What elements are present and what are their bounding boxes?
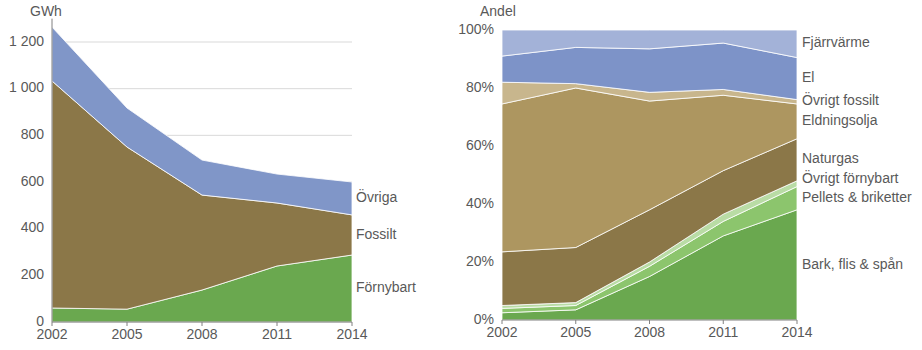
y-tick-label: 800	[21, 126, 45, 142]
areas	[52, 27, 352, 322]
x-tick-label: 2005	[560, 324, 591, 340]
y-tick-label: 400	[21, 219, 45, 235]
y-tick-label: 1 200	[9, 33, 44, 49]
x-tick-label: 2011	[262, 326, 292, 342]
y-tick-label: 20%	[466, 253, 494, 269]
grid-line	[52, 42, 352, 43]
series-label: Eldningsolja	[802, 112, 878, 128]
figure: 02004006008001 0001 20020022005200820112…	[0, 0, 922, 350]
y-tick-label: 40%	[466, 195, 494, 211]
series-label: Övriga	[356, 188, 397, 205]
x-tick-label: 2008	[634, 324, 665, 340]
series-label: Fossilt	[356, 226, 397, 242]
series-label: Övrigt förnybart	[802, 169, 899, 186]
x-tick-label: 2005	[111, 326, 142, 342]
y-axis-label: Andel	[480, 3, 516, 19]
x-tick-label: 2014	[781, 324, 812, 340]
area	[502, 30, 797, 58]
series-label: El	[802, 69, 814, 85]
y-tick-label: 1 000	[9, 79, 44, 95]
x-tick-label: 2011	[708, 324, 738, 340]
series-label: Naturgas	[802, 150, 859, 166]
series-label: Bark, flis & spån	[802, 256, 903, 272]
y-tick-label: 600	[21, 173, 45, 189]
x-tick-label: 2008	[186, 326, 217, 342]
y-tick-label: 80%	[466, 79, 494, 95]
areas	[502, 30, 797, 320]
chart: 02004006008001 0001 20020022005200820112…	[9, 3, 416, 342]
series-label: Fjärrvärme	[802, 34, 870, 50]
area	[502, 88, 797, 252]
y-tick-label: 60%	[466, 137, 494, 153]
x-tick-label: 2002	[486, 324, 517, 340]
chart: 0%20%40%60%80%100%20022005200820112014An…	[458, 3, 912, 340]
series-label: Förnybart	[356, 279, 416, 295]
series-label: Övrigt fossilt	[802, 91, 879, 108]
y-tick-label: 200	[21, 266, 45, 282]
y-axis	[52, 19, 53, 322]
x-tick-label: 2014	[336, 326, 367, 342]
x-tick-label: 2002	[36, 326, 67, 342]
area	[52, 27, 352, 215]
area	[502, 43, 797, 100]
y-tick-label: 100%	[458, 21, 494, 37]
series-label: Pellets & briketter	[802, 189, 912, 205]
y-axis-label: GWh	[30, 3, 62, 19]
